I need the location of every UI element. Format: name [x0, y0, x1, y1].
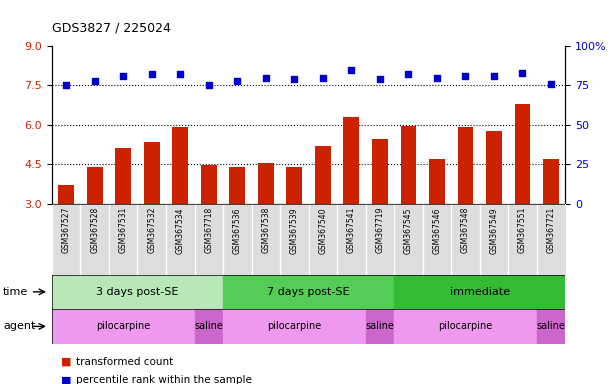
Point — [375, 76, 385, 82]
Text: GSM367541: GSM367541 — [347, 207, 356, 253]
Bar — [394, 275, 565, 309]
Text: GSM367551: GSM367551 — [518, 207, 527, 253]
Point — [461, 73, 470, 79]
Bar — [543, 159, 559, 204]
Text: GDS3827 / 225024: GDS3827 / 225024 — [52, 22, 171, 35]
Bar — [59, 185, 74, 204]
Text: GSM367528: GSM367528 — [90, 207, 99, 253]
Point — [546, 81, 556, 87]
Text: GSM367718: GSM367718 — [204, 207, 213, 253]
Text: GSM367532: GSM367532 — [147, 207, 156, 253]
Text: ■: ■ — [61, 357, 71, 367]
Text: pilocarpine: pilocarpine — [96, 321, 150, 331]
Bar — [536, 309, 565, 344]
Bar — [172, 127, 188, 204]
Text: immediate: immediate — [450, 287, 510, 297]
Point — [175, 71, 185, 78]
Point — [90, 78, 100, 84]
Bar — [52, 275, 223, 309]
Bar — [486, 131, 502, 204]
Bar — [287, 167, 302, 204]
Text: percentile rank within the sample: percentile rank within the sample — [76, 375, 252, 384]
Text: GSM367536: GSM367536 — [233, 207, 242, 253]
Bar — [394, 309, 536, 344]
Point — [489, 73, 499, 79]
Point — [346, 67, 356, 73]
Text: GSM367538: GSM367538 — [262, 207, 270, 253]
Text: 3 days post-SE: 3 days post-SE — [97, 287, 178, 297]
Bar — [201, 166, 216, 204]
Text: GSM367719: GSM367719 — [375, 207, 384, 253]
Bar — [52, 309, 194, 344]
Bar — [315, 146, 331, 204]
Text: pilocarpine: pilocarpine — [438, 321, 492, 331]
Text: 7 days post-SE: 7 days post-SE — [267, 287, 350, 297]
Text: GSM367531: GSM367531 — [119, 207, 128, 253]
Text: GSM367548: GSM367548 — [461, 207, 470, 253]
Bar — [115, 149, 131, 204]
Bar — [229, 167, 245, 204]
Bar — [365, 309, 394, 344]
Point — [204, 83, 214, 89]
Text: GSM367546: GSM367546 — [433, 207, 441, 253]
Bar — [144, 142, 159, 204]
Point — [518, 70, 527, 76]
Text: GSM367540: GSM367540 — [318, 207, 327, 253]
Text: GSM367545: GSM367545 — [404, 207, 413, 253]
Point — [261, 74, 271, 81]
Point — [403, 71, 413, 78]
Point — [290, 76, 299, 82]
Point — [119, 73, 128, 79]
Text: transformed count: transformed count — [76, 357, 174, 367]
Point — [432, 74, 442, 81]
Bar — [223, 275, 394, 309]
Text: GSM367549: GSM367549 — [489, 207, 499, 253]
Text: ■: ■ — [61, 375, 71, 384]
Text: time: time — [3, 287, 28, 297]
Bar — [258, 163, 274, 204]
Bar — [401, 126, 416, 204]
Text: GSM367539: GSM367539 — [290, 207, 299, 253]
Point — [318, 74, 327, 81]
Text: saline: saline — [365, 321, 394, 331]
Text: agent: agent — [3, 321, 35, 331]
Text: saline: saline — [536, 321, 565, 331]
Text: GSM367527: GSM367527 — [62, 207, 71, 253]
Bar — [223, 309, 365, 344]
Bar — [194, 309, 223, 344]
Point — [232, 78, 242, 84]
Bar — [372, 139, 388, 204]
Bar — [458, 127, 473, 204]
Text: saline: saline — [194, 321, 223, 331]
Bar — [514, 104, 530, 204]
Bar — [87, 167, 103, 204]
Text: GSM367721: GSM367721 — [546, 207, 555, 253]
Point — [61, 83, 71, 89]
Point — [147, 71, 156, 78]
Text: GSM367534: GSM367534 — [176, 207, 185, 253]
Bar — [343, 117, 359, 204]
Text: pilocarpine: pilocarpine — [267, 321, 321, 331]
Bar — [429, 159, 445, 204]
